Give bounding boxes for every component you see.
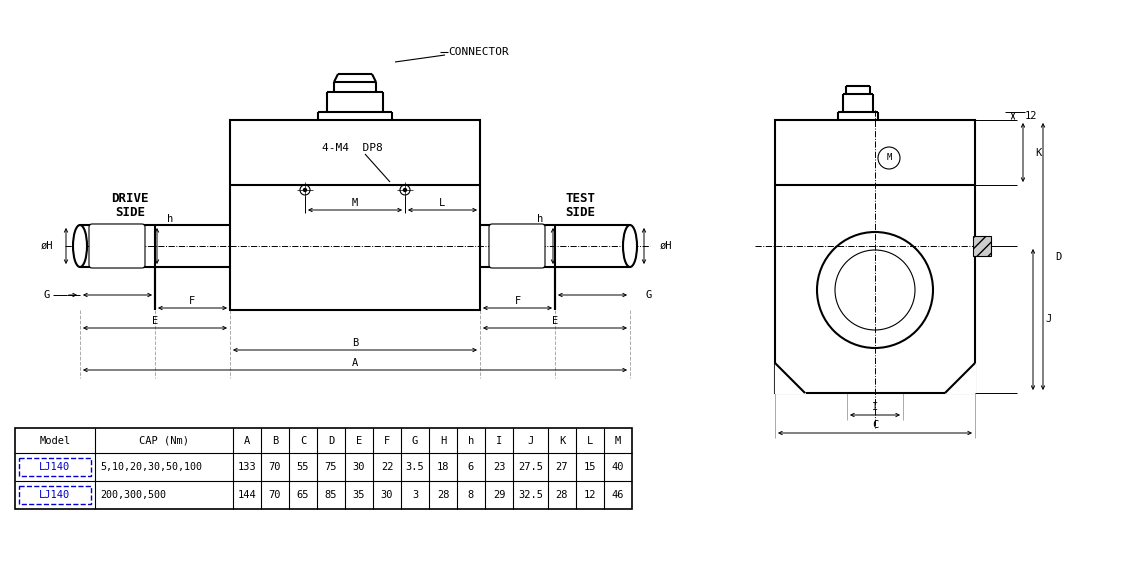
Text: 27.5: 27.5 <box>518 462 543 472</box>
Text: 18: 18 <box>437 462 449 472</box>
Text: 46: 46 <box>611 490 624 500</box>
Text: F: F <box>384 435 390 446</box>
Text: M: M <box>352 198 358 208</box>
Text: K: K <box>558 435 565 446</box>
Text: SIDE: SIDE <box>115 205 146 218</box>
Text: øH: øH <box>41 241 53 251</box>
Text: E: E <box>552 316 558 326</box>
Text: 28: 28 <box>556 490 569 500</box>
Text: 40: 40 <box>611 462 624 472</box>
Text: 3: 3 <box>412 490 418 500</box>
Ellipse shape <box>73 225 87 267</box>
Text: 32.5: 32.5 <box>518 490 543 500</box>
Bar <box>775 120 975 393</box>
FancyBboxPatch shape <box>19 458 91 476</box>
FancyBboxPatch shape <box>19 486 91 504</box>
Text: K: K <box>1036 148 1041 157</box>
Text: Model: Model <box>39 435 71 446</box>
FancyBboxPatch shape <box>490 224 545 268</box>
Text: L: L <box>440 198 446 208</box>
Text: 22: 22 <box>381 462 394 472</box>
Text: 65: 65 <box>297 490 309 500</box>
Text: A: A <box>352 358 358 368</box>
Text: L: L <box>587 435 593 446</box>
Text: H: H <box>440 435 447 446</box>
Text: 4-M4  DP8: 4-M4 DP8 <box>321 143 382 153</box>
Bar <box>15 428 632 509</box>
Text: C: C <box>300 435 306 446</box>
Text: TEST: TEST <box>565 192 594 205</box>
Polygon shape <box>945 363 975 393</box>
Text: G: G <box>44 290 50 300</box>
Text: I: I <box>872 402 878 412</box>
Text: 55: 55 <box>297 462 309 472</box>
Text: 28: 28 <box>437 490 449 500</box>
Text: 5,10,20,30,50,100: 5,10,20,30,50,100 <box>100 462 202 472</box>
Text: 75: 75 <box>325 462 337 472</box>
Text: 144: 144 <box>238 490 256 500</box>
Text: M: M <box>887 153 892 162</box>
Text: 27: 27 <box>556 462 569 472</box>
Text: E: E <box>152 316 158 326</box>
Text: A: A <box>244 435 250 446</box>
Text: G: G <box>645 290 651 300</box>
Text: 85: 85 <box>325 490 337 500</box>
Ellipse shape <box>623 225 637 267</box>
Text: J: J <box>1045 315 1051 324</box>
Text: LJ140: LJ140 <box>39 490 71 500</box>
Text: 23: 23 <box>493 462 505 472</box>
Text: 200,300,500: 200,300,500 <box>100 490 166 500</box>
Text: h: h <box>537 214 543 224</box>
Text: 35: 35 <box>353 490 365 500</box>
Text: 30: 30 <box>353 462 365 472</box>
Text: 12: 12 <box>1025 111 1038 121</box>
Text: 29: 29 <box>493 490 505 500</box>
Text: 6: 6 <box>468 462 474 472</box>
Text: 70: 70 <box>268 490 281 500</box>
Text: 12: 12 <box>584 490 597 500</box>
Text: D: D <box>1055 252 1061 262</box>
Text: 70: 70 <box>268 462 281 472</box>
Text: I: I <box>496 435 502 446</box>
Text: 3.5: 3.5 <box>406 462 424 472</box>
Text: 133: 133 <box>238 462 256 472</box>
Text: 8: 8 <box>468 490 474 500</box>
Text: LJ140: LJ140 <box>39 462 71 472</box>
Text: M: M <box>615 435 622 446</box>
Text: G: G <box>412 435 418 446</box>
Text: E: E <box>355 435 362 446</box>
Bar <box>973 236 992 256</box>
Text: F: F <box>190 296 195 306</box>
Bar <box>230 120 481 310</box>
Text: B: B <box>352 338 358 348</box>
Text: 15: 15 <box>584 462 597 472</box>
Text: B: B <box>272 435 279 446</box>
Text: C: C <box>872 420 878 430</box>
Text: DRIVE: DRIVE <box>112 192 149 205</box>
Text: F: F <box>514 296 521 306</box>
Text: CAP (Nm): CAP (Nm) <box>139 435 190 446</box>
Text: SIDE: SIDE <box>565 205 594 218</box>
Text: 30: 30 <box>381 490 394 500</box>
FancyBboxPatch shape <box>89 224 146 268</box>
Text: CONNECTOR: CONNECTOR <box>448 47 509 57</box>
Text: h: h <box>167 214 173 224</box>
Text: øH: øH <box>660 241 672 251</box>
Text: h: h <box>468 435 474 446</box>
Circle shape <box>303 188 307 192</box>
Text: D: D <box>328 435 334 446</box>
Polygon shape <box>775 363 805 393</box>
Circle shape <box>404 188 406 192</box>
Text: J: J <box>528 435 534 446</box>
